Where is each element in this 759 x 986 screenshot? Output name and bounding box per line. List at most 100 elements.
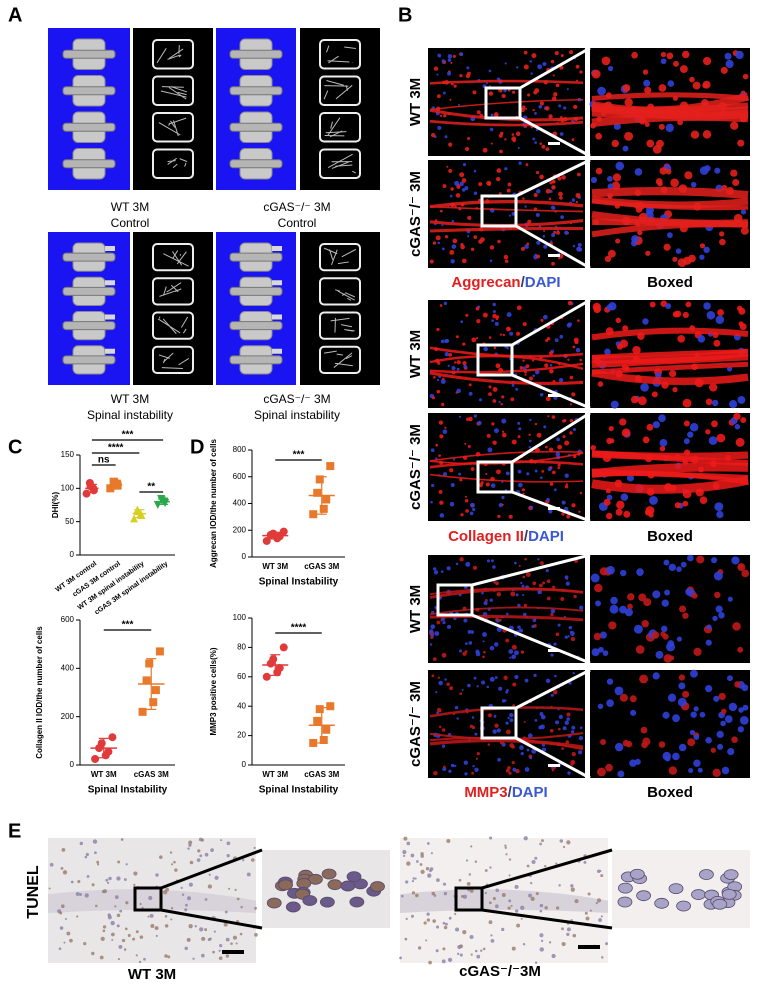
cell <box>534 718 538 722</box>
vertebra-outline <box>319 277 361 306</box>
x-tick-label: WT 3M <box>262 770 288 779</box>
cell <box>450 259 455 264</box>
cell <box>484 869 488 872</box>
row-label: WT 3M <box>407 330 424 378</box>
cell <box>498 133 503 138</box>
cell <box>476 685 479 688</box>
cell <box>472 764 475 768</box>
cell <box>564 440 570 446</box>
cell <box>529 439 532 443</box>
cell <box>492 897 496 901</box>
cell <box>550 612 554 617</box>
cell <box>545 147 550 152</box>
cell <box>296 878 312 889</box>
cell <box>114 905 117 908</box>
cell <box>680 561 687 568</box>
data-point <box>309 510 318 519</box>
cell <box>473 169 477 173</box>
cell <box>143 957 146 961</box>
ct-section-image <box>300 28 380 190</box>
cell <box>668 883 684 895</box>
stain-caption: MMP3/DAPI <box>464 784 547 801</box>
cell <box>730 121 739 130</box>
boxed-region <box>476 343 514 377</box>
cell <box>537 589 543 595</box>
row-label: cGAS⁻/⁻ 3M <box>407 171 424 257</box>
cell <box>564 473 569 478</box>
cell <box>737 646 744 653</box>
cell <box>740 209 747 215</box>
cell <box>436 327 440 332</box>
cell <box>687 738 696 747</box>
cell <box>138 960 142 964</box>
cell <box>672 387 678 393</box>
cell <box>504 844 507 847</box>
cell <box>506 729 511 735</box>
cell <box>436 378 440 382</box>
trabecula <box>168 122 171 126</box>
cell <box>550 693 554 697</box>
cell <box>509 743 514 748</box>
cell <box>693 759 701 768</box>
trabecula <box>170 120 176 128</box>
cell <box>60 904 65 909</box>
cell <box>488 392 492 396</box>
cell <box>528 445 531 449</box>
cell <box>560 215 565 220</box>
cell <box>495 363 501 369</box>
cell <box>474 949 478 953</box>
stain-part: / <box>524 528 529 545</box>
y-tick-label: 100 <box>233 613 247 622</box>
cell <box>682 398 692 408</box>
cell <box>473 414 478 418</box>
y-tick-label: 400 <box>233 499 247 508</box>
cell <box>441 744 446 748</box>
cell <box>501 430 505 433</box>
cell <box>681 50 690 59</box>
cell <box>605 763 613 772</box>
y-axis-label: Collagen II IOD/the number of cells <box>35 626 44 759</box>
cell <box>139 902 142 906</box>
cell <box>452 238 458 244</box>
cell <box>568 625 573 630</box>
cell <box>615 161 625 171</box>
cell <box>495 904 499 909</box>
trabecula <box>178 54 182 58</box>
cell <box>493 714 497 718</box>
data-point <box>319 504 328 513</box>
cell <box>551 415 556 419</box>
cell <box>204 928 208 932</box>
boxed-region <box>480 194 518 228</box>
trabecula <box>326 45 330 53</box>
cell <box>404 937 408 941</box>
y-tick-label: 60 <box>237 672 246 681</box>
matrix-streak <box>429 199 584 209</box>
trabecula <box>323 350 337 354</box>
cell <box>642 436 650 444</box>
boxed-region <box>476 460 514 494</box>
cell <box>188 843 192 847</box>
panel-label: C <box>8 436 22 458</box>
cell <box>537 558 540 561</box>
trabecula <box>168 48 184 59</box>
cell <box>658 123 665 130</box>
cell <box>462 894 467 899</box>
x-tick-label: cGAS 3M <box>134 770 169 779</box>
cell <box>439 710 442 713</box>
cell <box>534 856 538 860</box>
cell <box>225 954 230 958</box>
cell <box>450 61 453 65</box>
row-label: TUNEL <box>25 865 42 919</box>
cell <box>59 911 63 915</box>
data-point <box>262 672 271 681</box>
cell <box>465 73 471 79</box>
zoom-line <box>511 298 591 347</box>
cell <box>482 632 487 637</box>
y-axis-label: DHI(%) <box>51 492 60 519</box>
cell <box>419 863 423 866</box>
significance-label: ** <box>147 482 155 493</box>
cell <box>430 500 433 504</box>
cell <box>532 137 536 141</box>
cell <box>170 863 174 866</box>
cell <box>508 899 512 903</box>
